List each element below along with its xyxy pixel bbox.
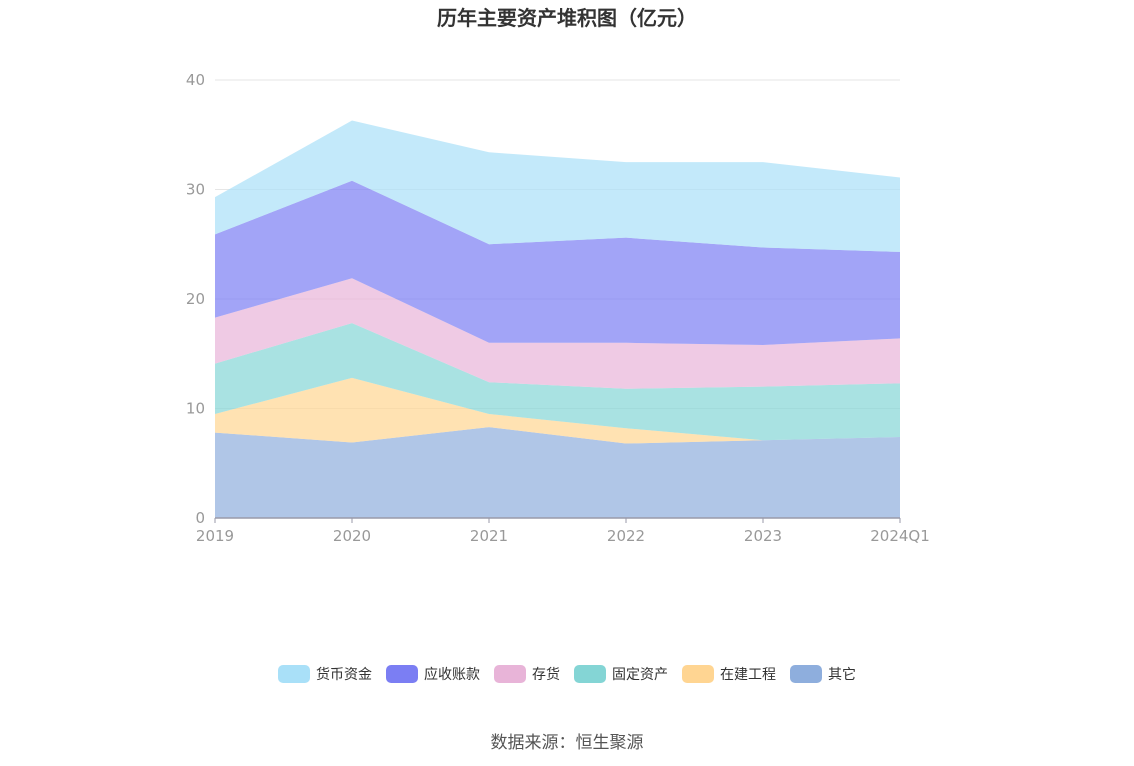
legend-label: 货币资金 xyxy=(316,667,372,683)
area-应收账款 xyxy=(215,180,900,345)
data-source: 数据来源：恒生聚源 xyxy=(490,733,644,753)
area-series xyxy=(215,120,900,518)
chart-title: 历年主要资产堆积图（亿元） xyxy=(437,6,697,30)
legend-item[interactable]: 存货 xyxy=(494,664,560,684)
y-tick-label: 0 xyxy=(195,509,205,527)
legend-item[interactable]: 在建工程 xyxy=(682,664,776,684)
legend-label: 存货 xyxy=(532,667,560,683)
x-tick-label: 2021 xyxy=(470,527,508,545)
legend-label: 应收账款 xyxy=(424,667,480,683)
y-tick-label: 30 xyxy=(186,181,205,199)
y-tick-label: 20 xyxy=(186,290,205,308)
x-tick-label: 2020 xyxy=(333,527,371,545)
legend-swatch xyxy=(574,665,606,683)
legend-item[interactable]: 货币资金 xyxy=(278,664,372,684)
area-存货 xyxy=(215,278,900,389)
x-tick-label: 2023 xyxy=(744,527,782,545)
legend-label: 固定资产 xyxy=(612,667,668,683)
legend-swatch xyxy=(682,665,714,683)
legend-swatch xyxy=(278,665,310,683)
legend-label: 其它 xyxy=(828,667,856,683)
legend-label: 在建工程 xyxy=(720,667,776,683)
legend-item[interactable]: 应收账款 xyxy=(386,664,480,684)
area-货币资金 xyxy=(215,120,900,252)
legend: 货币资金 应收账款 存货 固定资产 在建工程 其它 xyxy=(0,664,1134,684)
legend-item[interactable]: 其它 xyxy=(790,664,856,684)
x-tick-label: 2019 xyxy=(196,527,234,545)
area-固定资产 xyxy=(215,323,900,441)
x-tick-label: 2024Q1 xyxy=(870,527,930,545)
legend-swatch xyxy=(790,665,822,683)
y-tick-label: 40 xyxy=(186,71,205,89)
legend-swatch xyxy=(386,665,418,683)
axes: 0 10 20 30 40 2019 2020 2021 2022 2023 2024Q1 xyxy=(186,71,930,545)
area-在建工程 xyxy=(215,377,900,444)
legend-swatch xyxy=(494,665,526,683)
legend-item[interactable]: 固定资产 xyxy=(574,664,668,684)
y-tick-label: 10 xyxy=(186,400,205,418)
x-tick-label: 2022 xyxy=(607,527,645,545)
area-其它 xyxy=(215,427,900,518)
